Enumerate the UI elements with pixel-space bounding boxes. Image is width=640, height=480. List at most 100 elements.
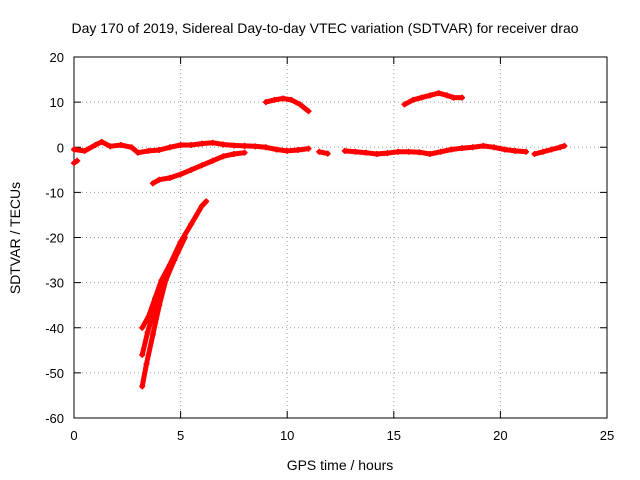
data-point bbox=[262, 99, 269, 106]
data-point bbox=[74, 157, 81, 164]
data-point bbox=[262, 144, 269, 151]
data-point bbox=[288, 96, 295, 103]
data-point bbox=[531, 151, 538, 158]
data-point bbox=[284, 147, 291, 154]
data-point bbox=[241, 142, 248, 149]
y-axis-label: SDTVAR / TECUs bbox=[7, 182, 23, 294]
data-point bbox=[252, 143, 259, 150]
data-point bbox=[444, 92, 451, 99]
x-tick-label: 20 bbox=[493, 428, 507, 443]
y-tick-label: 0 bbox=[57, 140, 64, 155]
data-point bbox=[220, 141, 227, 148]
data-point bbox=[480, 142, 487, 149]
data-point bbox=[469, 144, 476, 151]
data-point bbox=[459, 145, 466, 152]
data-point bbox=[296, 101, 303, 108]
data-point bbox=[435, 90, 442, 97]
data-point bbox=[512, 147, 519, 154]
data-point bbox=[305, 108, 312, 115]
data-point bbox=[501, 146, 508, 153]
x-tick-label: 25 bbox=[600, 428, 614, 443]
data-point bbox=[143, 360, 150, 367]
data-point bbox=[230, 151, 237, 158]
series-line bbox=[342, 143, 529, 157]
data-point bbox=[548, 146, 555, 153]
data-point bbox=[198, 202, 205, 209]
data-point bbox=[144, 329, 151, 336]
data-point bbox=[395, 148, 402, 155]
x-tick-label: 0 bbox=[70, 428, 77, 443]
data-point bbox=[162, 277, 169, 284]
data-point bbox=[139, 351, 146, 358]
y-tick-label: -10 bbox=[45, 185, 64, 200]
data-point bbox=[418, 94, 425, 101]
data-point bbox=[139, 324, 146, 331]
data-point bbox=[294, 146, 301, 153]
data-point bbox=[203, 198, 210, 205]
data-point bbox=[220, 153, 227, 160]
data-point bbox=[177, 171, 184, 178]
data-point bbox=[561, 142, 568, 149]
data-point bbox=[416, 149, 423, 156]
data-point bbox=[149, 331, 156, 338]
data-point bbox=[450, 94, 457, 101]
data-point bbox=[316, 148, 323, 155]
plot-frame bbox=[73, 56, 608, 419]
data-point bbox=[171, 257, 178, 264]
y-tick-label: -40 bbox=[45, 321, 64, 336]
data-point bbox=[198, 162, 205, 169]
x-tick-label: 10 bbox=[280, 428, 294, 443]
series-rising-track bbox=[149, 149, 248, 187]
series-main-track-4 bbox=[341, 142, 529, 158]
data-point bbox=[156, 176, 163, 183]
data-point bbox=[145, 147, 152, 154]
data-point bbox=[177, 239, 184, 246]
data-point bbox=[305, 145, 312, 152]
data-point bbox=[241, 149, 248, 156]
data-point bbox=[540, 148, 547, 155]
series-main-track-1 bbox=[71, 138, 248, 156]
data-point bbox=[188, 166, 195, 173]
data-point bbox=[166, 144, 173, 151]
data-point bbox=[71, 160, 77, 167]
data-point bbox=[279, 95, 286, 102]
data-point bbox=[373, 151, 380, 158]
data-point bbox=[271, 96, 278, 103]
series-main-track-2 bbox=[241, 142, 312, 154]
x-axis-label: GPS time / hours bbox=[287, 457, 394, 473]
y-tick-label: 10 bbox=[50, 95, 64, 110]
x-axis-ticks: 0 5 10 15 20 25 bbox=[70, 57, 614, 443]
chart-title: Day 170 of 2019, Sidereal Day-to-day VTE… bbox=[71, 20, 578, 36]
data-point bbox=[459, 94, 466, 101]
data-point bbox=[324, 150, 331, 157]
data-point bbox=[166, 174, 173, 181]
data-point bbox=[522, 148, 529, 155]
data-point bbox=[156, 146, 163, 153]
series-early-dip bbox=[71, 157, 81, 167]
data-point bbox=[437, 148, 444, 155]
data-point bbox=[188, 141, 195, 148]
data-point bbox=[427, 151, 434, 158]
data-point bbox=[134, 149, 141, 156]
series-steep-branch-c bbox=[139, 239, 184, 390]
data-point bbox=[363, 149, 370, 156]
data-point bbox=[98, 138, 105, 145]
series-line bbox=[150, 150, 248, 186]
data-point bbox=[352, 148, 359, 155]
data-point bbox=[188, 220, 195, 227]
data-point bbox=[427, 92, 434, 99]
data-point bbox=[181, 234, 188, 241]
data-point bbox=[81, 147, 88, 154]
data-point bbox=[149, 180, 156, 187]
y-tick-label: -50 bbox=[45, 366, 64, 381]
data-point bbox=[230, 142, 237, 149]
series-arc-1 bbox=[262, 95, 312, 115]
data-point bbox=[177, 141, 184, 148]
data-point bbox=[92, 141, 99, 148]
data-point bbox=[401, 101, 408, 108]
series-main-track-5 bbox=[531, 142, 568, 158]
data-point bbox=[557, 144, 564, 151]
data-point bbox=[117, 141, 124, 148]
data-point bbox=[107, 143, 114, 150]
grid bbox=[74, 57, 607, 418]
